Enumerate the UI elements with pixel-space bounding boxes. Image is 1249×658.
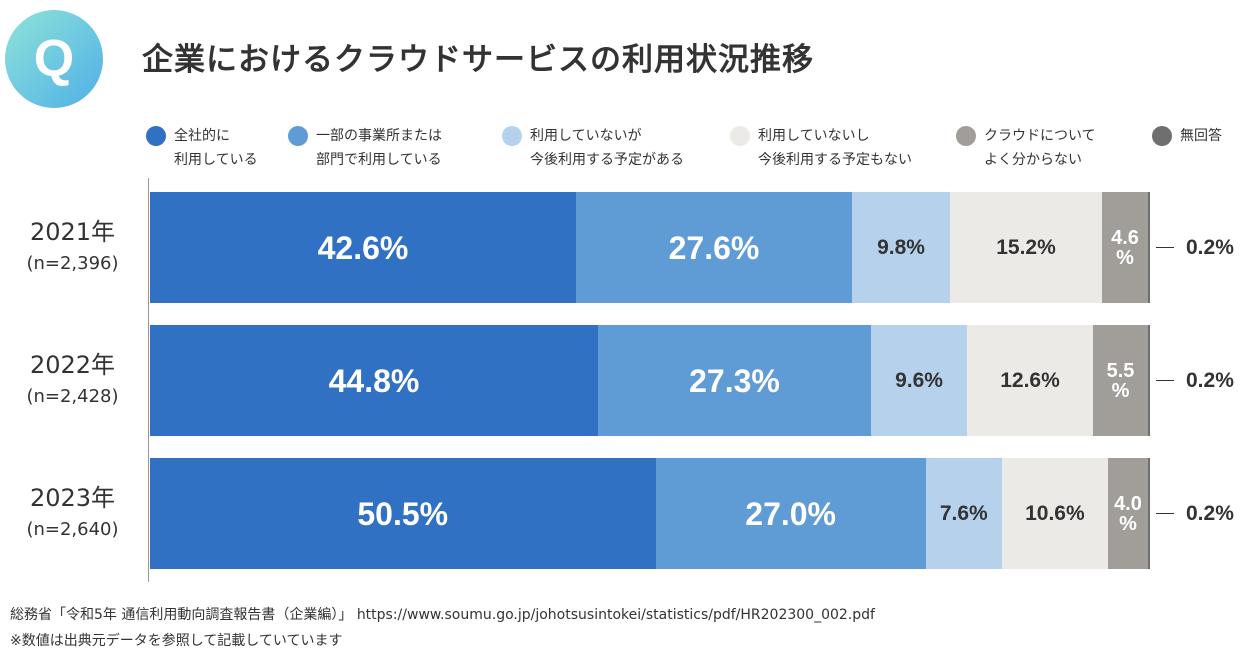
legend-label: 利用していないし 今後利用する予定もない xyxy=(758,128,912,168)
chart-title: 企業におけるクラウドサービスの利用状況推移 xyxy=(142,42,814,78)
source-text: 総務省「令和5年 通信利用動向調査報告書（企業編）」 https://www.s… xyxy=(10,604,875,624)
bar-segment: 15.2% xyxy=(950,192,1102,303)
data-label: 12.6% xyxy=(1000,368,1060,392)
bar-segment: 12.6% xyxy=(967,325,1093,436)
sample-size-label: (n=2,640) xyxy=(26,519,119,540)
bar-segment xyxy=(1147,458,1150,569)
bar-segment: 42.6% xyxy=(150,192,576,303)
data-label: 7.6% xyxy=(939,501,988,525)
category-label: 2022年 (n=2,428) xyxy=(10,345,135,407)
bar-segment: 27.0% xyxy=(655,458,926,569)
data-label: 9.6% xyxy=(895,368,943,392)
bar-segment xyxy=(1148,325,1150,436)
legend-swatch xyxy=(1152,126,1172,146)
legend-item: 一部の事業所または 部門で利用している xyxy=(288,124,442,172)
legend-swatch xyxy=(730,126,750,146)
legend-swatch xyxy=(146,126,166,146)
source-link[interactable]: https://www.soumu.go.jp/johotsusintokei/… xyxy=(356,607,875,623)
data-label: 50.5% xyxy=(357,495,449,532)
note-text: ※数値は出典元データを参照して記載していています xyxy=(10,633,343,649)
source-label: 総務省「令和5年 通信利用動向調査報告書（企業編）」 xyxy=(10,607,353,623)
category-label: 2021年 (n=2,396) xyxy=(10,212,135,274)
data-label: 10.6% xyxy=(1025,501,1085,525)
legend-item: 利用していないが 今後利用する予定がある xyxy=(502,124,684,172)
data-label: 15.2% xyxy=(996,235,1056,259)
bar-segment: 5.5 % xyxy=(1093,325,1148,436)
legend-item: 無回答 xyxy=(1152,124,1222,148)
leader-line xyxy=(1156,512,1174,515)
bar-segment: 27.3% xyxy=(598,325,871,436)
data-label-outside: 0.2% xyxy=(1156,192,1234,303)
leader-line xyxy=(1156,246,1174,249)
bar-segment: 7.6% xyxy=(925,458,1002,569)
y-axis-line xyxy=(148,178,149,582)
year-label: 2023年 xyxy=(29,484,116,512)
category-label: 2023年 (n=2,640) xyxy=(10,478,135,540)
data-label: 27.0% xyxy=(745,495,836,532)
data-label-outside: 0.2% xyxy=(1156,325,1234,436)
legend-item: クラウドについて よく分からない xyxy=(956,124,1096,172)
data-label: 0.2% xyxy=(1186,368,1234,392)
legend-item: 全社的に 利用している xyxy=(146,124,258,172)
year-label: 2022年 xyxy=(29,351,116,379)
q-icon: Q xyxy=(5,10,103,108)
sample-size-label: (n=2,396) xyxy=(26,253,119,274)
data-label: 4.0 % xyxy=(1114,492,1142,535)
legend-swatch xyxy=(956,126,976,146)
sample-size-label: (n=2,428) xyxy=(26,386,119,407)
year-label: 2021年 xyxy=(29,218,116,246)
legend-label: 無回答 xyxy=(1180,128,1222,144)
bar-segment: 4.0 % xyxy=(1107,458,1148,569)
bar-segment: 4.6 % xyxy=(1102,192,1148,303)
legend-swatch xyxy=(288,126,308,146)
bar-segment: 10.6% xyxy=(1001,458,1108,569)
data-label-outside: 0.2% xyxy=(1156,458,1234,569)
data-label: 27.3% xyxy=(689,362,780,399)
legend-label: クラウドについて よく分からない xyxy=(984,128,1096,168)
data-label: 44.8% xyxy=(328,362,420,399)
legend-label: 一部の事業所または 部門で利用している xyxy=(316,128,442,168)
bar-segment xyxy=(1148,192,1150,303)
bar-segment: 9.6% xyxy=(871,325,967,436)
bar-segment: 9.8% xyxy=(852,192,950,303)
data-label: 9.8% xyxy=(877,235,925,259)
data-label: 4.6 % xyxy=(1111,226,1139,269)
data-label: 0.2% xyxy=(1186,235,1234,259)
legend-label: 全社的に 利用している xyxy=(174,128,258,168)
data-label: 0.2% xyxy=(1186,501,1234,525)
legend-swatch xyxy=(502,126,522,146)
data-label: 42.6% xyxy=(317,229,409,266)
legend-label: 利用していないが 今後利用する予定がある xyxy=(530,128,684,168)
legend-item: 利用していないし 今後利用する予定もない xyxy=(730,124,912,172)
data-label: 27.6% xyxy=(668,229,760,266)
bar-segment: 44.8% xyxy=(150,325,598,436)
bar-segment: 50.5% xyxy=(150,458,656,569)
data-label: 5.5 % xyxy=(1106,359,1135,402)
bar-segment: 27.6% xyxy=(576,192,852,303)
leader-line xyxy=(1156,379,1174,382)
